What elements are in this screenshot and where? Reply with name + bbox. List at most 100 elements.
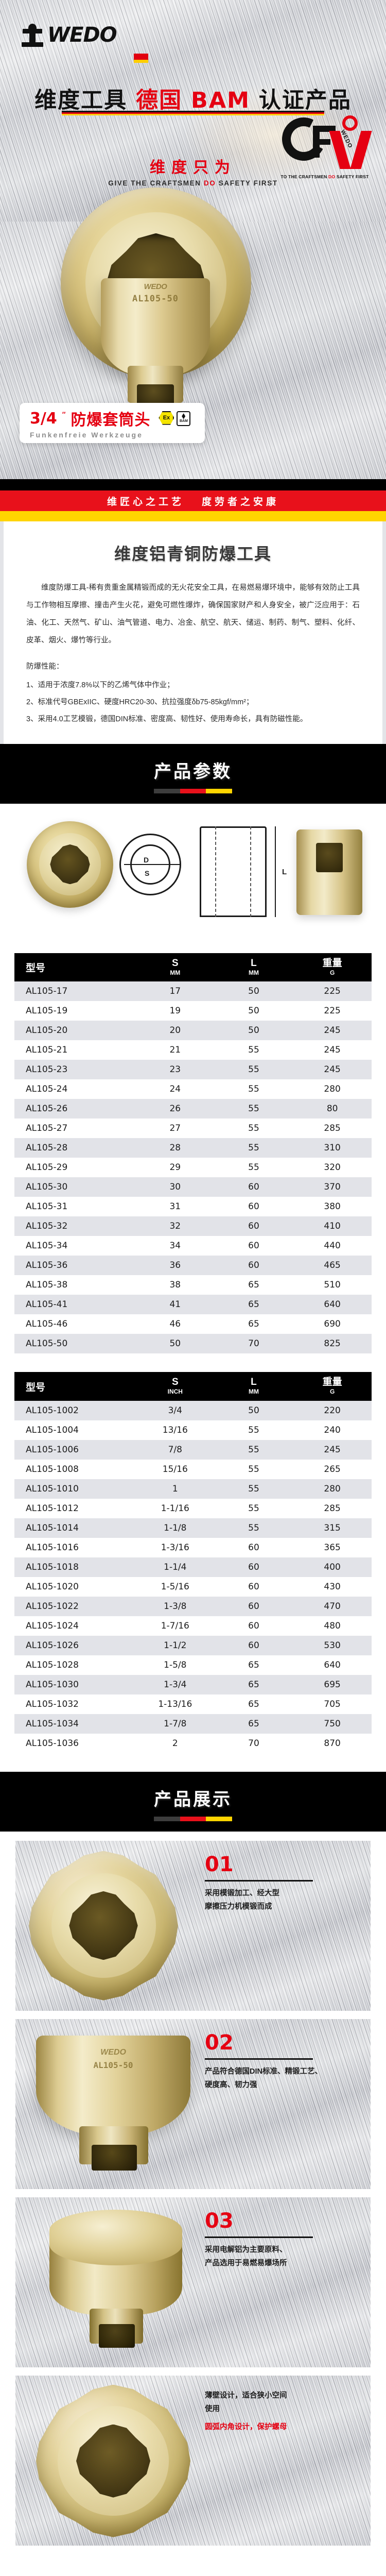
cell-s: 23 bbox=[169, 1064, 181, 1075]
cell-weight: 320 bbox=[324, 1162, 341, 1173]
showcase-number: 02 bbox=[205, 2030, 234, 2055]
cell-weight: 280 bbox=[324, 1483, 341, 1494]
cell-model: AL105-27 bbox=[26, 1123, 68, 1134]
badge-tagline: TO THE CRAFTSMEN DO SAFETY FIRST bbox=[280, 174, 369, 179]
cell-l: 65 bbox=[248, 1319, 259, 1330]
cell-model: AL105-31 bbox=[26, 1201, 68, 1212]
socket-top-photo-2 bbox=[36, 2384, 190, 2537]
cell-l: 60 bbox=[248, 1260, 259, 1271]
table-row: AL105-29 29 55 320 bbox=[14, 1158, 372, 1178]
cell-s: 1-5/16 bbox=[161, 1581, 189, 1592]
table-row: AL105-50 50 70 825 bbox=[14, 1334, 372, 1354]
table-row: AL105-1004 13/16 55 240 bbox=[14, 1420, 372, 1440]
cell-model: AL105-50 bbox=[26, 1338, 68, 1349]
cell-weight: 220 bbox=[324, 1405, 341, 1416]
cell-model: AL105-1016 bbox=[26, 1542, 79, 1553]
cell-l: 70 bbox=[248, 1738, 259, 1749]
cell-weight: 440 bbox=[324, 1241, 341, 1251]
cell-s: 41 bbox=[169, 1299, 181, 1310]
engraved-model: AL105-50 bbox=[132, 294, 179, 304]
cell-model: AL105-19 bbox=[26, 1006, 68, 1016]
title-bam: 德国 BAM bbox=[136, 88, 250, 113]
cell-s: 1-1/2 bbox=[164, 1640, 187, 1651]
cell-model: AL105-20 bbox=[26, 1025, 68, 1036]
cell-model: AL105-1006 bbox=[26, 1444, 79, 1455]
cell-l: 55 bbox=[248, 1084, 259, 1095]
atex-ex-icon: Ex bbox=[159, 411, 174, 425]
socket-angle-photo bbox=[42, 2209, 189, 2355]
table-row: AL105-1012 1-1/16 55 285 bbox=[14, 1498, 372, 1518]
cell-model: AL105-1036 bbox=[26, 1738, 79, 1749]
intro-section: 维度铝青铜防爆工具 维度防爆工具-稀有贵重金属精锻而成的无火花安全工具，在易燃易… bbox=[0, 521, 386, 744]
cell-model: AL105-1018 bbox=[26, 1562, 79, 1572]
cell-model: AL105-1002 bbox=[26, 1405, 79, 1416]
cell-s: 34 bbox=[169, 1241, 181, 1251]
table-header-row: 型号 S MM L MM 重量 G bbox=[14, 953, 372, 982]
col-s: S INCH bbox=[135, 1372, 215, 1401]
cell-weight: 365 bbox=[324, 1542, 341, 1553]
table-row: AL105-38 38 65 510 bbox=[14, 1275, 372, 1295]
cell-model: AL105-32 bbox=[26, 1221, 68, 1232]
cell-model: AL105-21 bbox=[26, 1045, 68, 1056]
cell-model: AL105-23 bbox=[26, 1064, 68, 1075]
cell-model: AL105-1020 bbox=[26, 1581, 79, 1592]
cell-s: 7/8 bbox=[168, 1444, 182, 1455]
cell-l: 60 bbox=[248, 1640, 259, 1651]
col-weight: 重量 G bbox=[293, 1372, 372, 1401]
table-row: AL105-31 31 60 380 bbox=[14, 1197, 372, 1217]
slogan-cn: 维度只为 bbox=[150, 159, 236, 176]
cell-weight: 410 bbox=[324, 1221, 341, 1232]
cell-l: 55 bbox=[248, 1444, 259, 1455]
cell-weight: 285 bbox=[324, 1503, 341, 1514]
cell-weight: 80 bbox=[326, 1104, 338, 1114]
col-weight: 重量 G bbox=[293, 953, 372, 982]
cell-s: 36 bbox=[169, 1260, 181, 1271]
table-row: AL105-1034 1-7/8 65 750 bbox=[14, 1714, 372, 1734]
table-row: AL105-46 46 65 690 bbox=[14, 1314, 372, 1334]
table-row: AL105-1032 1-13/16 65 705 bbox=[14, 1694, 372, 1714]
cell-model: AL105-1032 bbox=[26, 1699, 79, 1709]
cell-l: 50 bbox=[248, 986, 259, 997]
table-row: AL105-21 21 55 245 bbox=[14, 1040, 372, 1060]
cell-s: 27 bbox=[169, 1123, 181, 1134]
cell-weight: 430 bbox=[324, 1581, 341, 1592]
section-header-display: 产品展示 bbox=[0, 1771, 386, 1832]
cell-model: AL105-1030 bbox=[26, 1679, 79, 1690]
showcase-line-1: 采用电解铝为主要原料、 bbox=[205, 2245, 287, 2254]
cell-weight: 225 bbox=[324, 986, 341, 997]
cell-l: 55 bbox=[248, 1483, 259, 1494]
cell-l: 65 bbox=[248, 1280, 259, 1291]
cell-l: 60 bbox=[248, 1562, 259, 1572]
col-model: 型号 bbox=[14, 953, 136, 982]
cell-s: 31 bbox=[169, 1201, 181, 1212]
cell-l: 65 bbox=[248, 1659, 259, 1670]
col-l: L MM bbox=[214, 953, 293, 982]
cell-l: 55 bbox=[248, 1162, 259, 1173]
metric-table-body: AL105-17 17 50 225 AL105-19 19 50 225 AL105-20 20… bbox=[14, 981, 372, 1354]
table-row: AL105-41 41 65 640 bbox=[14, 1295, 372, 1315]
page-title: 维度工具 德国 BAM 认证产品 bbox=[0, 82, 386, 114]
cell-weight: 285 bbox=[324, 1123, 341, 1134]
engraved-model: AL105-50 bbox=[93, 2060, 133, 2070]
cell-l: 55 bbox=[248, 1425, 259, 1435]
cell-l: 50 bbox=[248, 1006, 259, 1016]
showcase-number: 03 bbox=[205, 2209, 234, 2233]
socket-side-photo: WEDO AL105-50 bbox=[36, 2035, 190, 2171]
cell-model: AL105-26 bbox=[26, 1104, 68, 1114]
table-row: AL105-1014 1-1/8 55 315 bbox=[14, 1518, 372, 1538]
cell-weight: 870 bbox=[324, 1738, 341, 1749]
table-row: AL105-1036 2 70 870 bbox=[14, 1733, 372, 1753]
cell-l: 65 bbox=[248, 1699, 259, 1709]
cell-weight: 240 bbox=[324, 1425, 341, 1435]
size-value: 3/4 bbox=[30, 409, 57, 428]
table-row: AL105-36 36 60 465 bbox=[14, 1256, 372, 1276]
table-row: AL105-1024 1-7/16 60 480 bbox=[14, 1616, 372, 1636]
cell-s: 1-1/16 bbox=[161, 1503, 189, 1514]
diagram-side-outline bbox=[200, 826, 267, 917]
cell-s: 1 bbox=[172, 1483, 178, 1494]
diagram-s-label: S bbox=[145, 869, 150, 877]
cell-weight: 480 bbox=[324, 1620, 341, 1631]
cell-weight: 695 bbox=[324, 1679, 341, 1690]
cell-model: AL105-24 bbox=[26, 1084, 68, 1095]
cell-l: 55 bbox=[248, 1143, 259, 1154]
